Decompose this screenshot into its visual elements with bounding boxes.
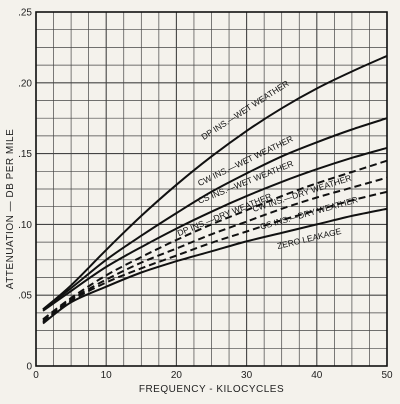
x-tick-label: 0 [33, 370, 39, 381]
x-tick-label: 50 [381, 370, 393, 381]
tick-labels: 0 10 20 30 40 50 0 .05 .10 .15 .20 .25 [18, 8, 393, 382]
x-tick-label: 10 [101, 370, 113, 381]
x-tick-label: 40 [311, 370, 323, 381]
x-axis-label: FREQUENCY - KILOCYCLES [139, 384, 284, 395]
y-tick-label: .10 [18, 220, 32, 231]
axes [35, 11, 388, 367]
y-axis-label: ATTENUATION — DB PER MILE [5, 129, 16, 289]
x-tick-label: 20 [171, 370, 183, 381]
series-line-5 [42, 176, 388, 322]
y-tick-label: 0 [26, 362, 32, 373]
curve-label-4: DP INS.—DRY WEATHER [176, 191, 273, 238]
y-tick-label: .05 [18, 291, 32, 302]
curves [42, 54, 388, 325]
series-line-6 [42, 190, 388, 323]
y-tick-label: .20 [18, 78, 32, 89]
grid [35, 11, 388, 367]
series-line-3 [42, 146, 388, 312]
x-tick-label: 30 [241, 370, 253, 381]
plot-frame [35, 11, 388, 367]
curve-label-7: ZERO LEAKAGE [276, 226, 342, 251]
series-line-7 [42, 207, 388, 325]
series-line-2 [42, 117, 388, 311]
y-tick-label: .25 [18, 8, 32, 19]
y-tick-label: .15 [18, 149, 32, 160]
series-line-1 [42, 54, 388, 311]
